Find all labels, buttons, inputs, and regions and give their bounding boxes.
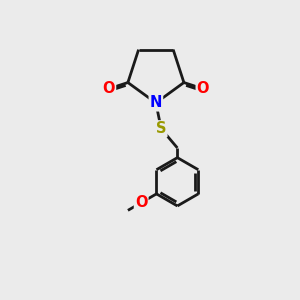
Text: S: S: [156, 121, 166, 136]
Text: O: O: [197, 81, 209, 96]
Text: O: O: [103, 81, 115, 96]
Text: O: O: [135, 195, 147, 210]
Text: N: N: [150, 95, 162, 110]
